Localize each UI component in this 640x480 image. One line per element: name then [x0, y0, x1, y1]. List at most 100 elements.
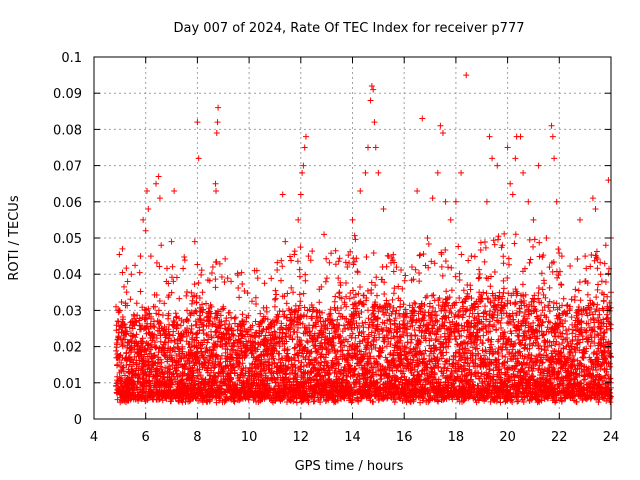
data-point [156, 263, 163, 270]
data-point [127, 357, 134, 364]
data-point [296, 266, 303, 273]
data-point [226, 321, 233, 328]
data-point [217, 395, 224, 402]
data-point [212, 284, 219, 291]
data-point [279, 263, 286, 270]
data-point [331, 298, 338, 305]
x-axis-label: GPS time / hours [295, 459, 404, 474]
data-point [158, 359, 165, 366]
data-point [133, 300, 140, 307]
data-point [186, 344, 193, 351]
data-point [477, 239, 484, 246]
data-point [261, 280, 268, 287]
data-point [196, 312, 203, 319]
data-point [198, 267, 205, 274]
data-point [169, 263, 176, 270]
data-point [302, 271, 309, 278]
data-point [238, 269, 245, 276]
data-point [161, 370, 168, 377]
data-point [229, 343, 236, 350]
data-point [151, 331, 158, 338]
data-point [210, 347, 217, 354]
data-point [272, 295, 279, 302]
data-point [132, 318, 139, 325]
data-point [158, 366, 165, 373]
data-point [222, 255, 229, 262]
data-point [216, 260, 223, 267]
data-point [193, 321, 200, 328]
data-point [183, 292, 190, 299]
data-point [416, 278, 423, 285]
data-point [181, 361, 188, 368]
data-point [397, 304, 404, 311]
data-point [217, 379, 224, 386]
data-point [208, 303, 215, 310]
data-point [467, 286, 474, 293]
data-point [390, 268, 397, 275]
data-point [376, 353, 383, 360]
data-point [199, 301, 206, 308]
data-point [443, 288, 450, 295]
data-point [445, 264, 452, 271]
data-point [272, 287, 279, 294]
data-point [131, 315, 138, 322]
data-point [157, 356, 164, 363]
data-point [253, 300, 260, 307]
data-point [134, 385, 141, 392]
data-point [448, 264, 455, 271]
data-point [459, 299, 466, 306]
data-point [168, 289, 175, 296]
data-point [458, 251, 465, 258]
data-point [171, 339, 178, 346]
data-point [332, 293, 339, 300]
data-point [191, 281, 198, 288]
data-point [156, 318, 163, 325]
data-point [159, 312, 166, 319]
data-point [150, 323, 157, 330]
data-point [231, 398, 238, 405]
data-point [127, 296, 134, 303]
data-point [145, 305, 152, 312]
data-point [230, 346, 237, 353]
data-point [146, 371, 153, 378]
data-point [213, 328, 220, 335]
data-point [180, 265, 187, 272]
data-point [213, 343, 220, 350]
data-point [135, 397, 142, 404]
data-point [157, 330, 164, 337]
data-point [316, 299, 323, 306]
data-point [200, 306, 207, 313]
data-point [193, 343, 200, 350]
data-point [153, 259, 160, 266]
data-point [475, 275, 482, 282]
data-point [167, 366, 174, 373]
data-point [391, 399, 398, 406]
data-point [283, 300, 290, 307]
data-point [466, 313, 473, 320]
data-point [232, 314, 239, 321]
data-point [252, 294, 259, 301]
data-point [146, 310, 153, 317]
data-point [230, 364, 237, 371]
data-point [188, 289, 195, 296]
data-point [200, 354, 207, 361]
data-point [118, 359, 125, 366]
data-point [228, 347, 235, 354]
data-point [291, 248, 298, 255]
chart-title: Day 007 of 2024, Rate Of TEC Index for r… [174, 21, 525, 36]
data-point [213, 258, 220, 265]
data-point [175, 364, 182, 371]
data-point [113, 347, 120, 354]
data-point [387, 321, 394, 328]
data-point [381, 291, 388, 298]
data-point [476, 266, 483, 273]
data-point [193, 299, 200, 306]
data-point [372, 282, 379, 289]
data-point [271, 296, 278, 303]
data-point [297, 244, 304, 251]
data-point [196, 316, 203, 323]
data-point [390, 251, 397, 258]
data-point [188, 300, 195, 307]
data-point [203, 300, 210, 307]
